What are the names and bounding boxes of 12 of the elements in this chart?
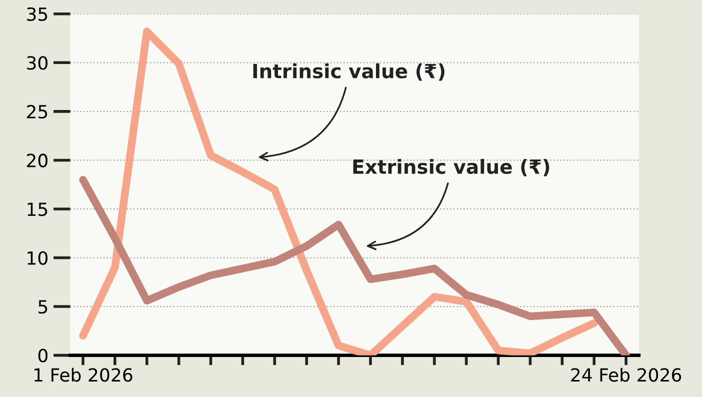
y-tick-label: 35 <box>27 7 48 22</box>
x-tick-label: 1 Feb 2026 <box>34 368 132 382</box>
y-tick-label: 25 <box>27 104 48 119</box>
y-tick-label: 0 <box>38 348 48 362</box>
annotation: Intrinsic value (₹) <box>253 63 444 81</box>
y-tick-label: 5 <box>38 300 48 314</box>
x-tick-label: 24 Feb 2026 <box>571 368 682 382</box>
y-tick-label: 20 <box>27 154 48 168</box>
y-tick-label: 10 <box>28 251 48 265</box>
y-tick-label: 30 <box>27 56 48 70</box>
y-tick-label: 15 <box>28 202 48 216</box>
annotation: Extrinsic value (₹) <box>353 158 550 176</box>
